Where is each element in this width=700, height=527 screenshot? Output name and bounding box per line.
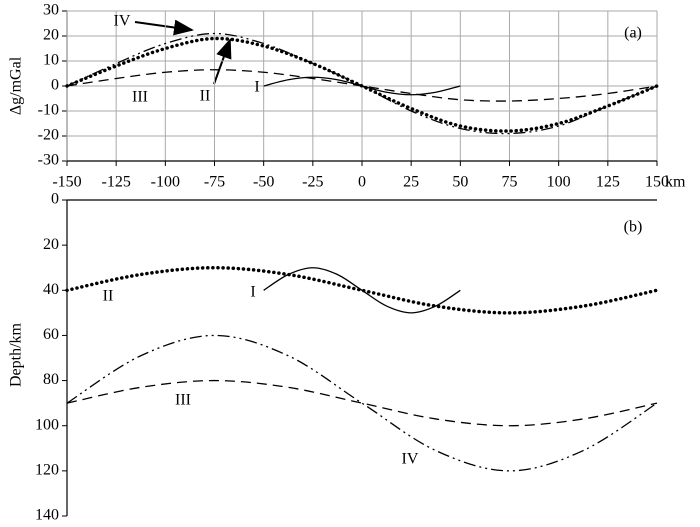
x-tick-label: 125 <box>596 174 620 191</box>
y-tick-label: 140 <box>35 507 59 524</box>
series-label: IV <box>402 451 419 468</box>
x-tick-label: -75 <box>204 174 225 191</box>
series-line <box>66 32 658 135</box>
y-tick-label: 100 <box>35 416 59 433</box>
arrow <box>134 19 194 36</box>
series-label: III <box>132 89 148 106</box>
y-tick-label: -10 <box>38 102 59 119</box>
series-line <box>65 265 659 315</box>
y-tick-label: 40 <box>43 281 59 298</box>
arrow <box>213 38 232 85</box>
y-tick-label: 120 <box>35 462 59 479</box>
x-tick-label: 25 <box>403 174 419 191</box>
x-tick-label: 75 <box>502 174 518 191</box>
series-line <box>66 334 658 472</box>
y-tick-label: 20 <box>43 236 59 253</box>
series-label: III <box>175 392 191 409</box>
y-tick-label: 60 <box>43 326 59 343</box>
y-tick-label: 30 <box>43 2 59 19</box>
y-tick-label: -20 <box>38 127 59 144</box>
y-tick-label: -30 <box>38 152 59 169</box>
series-line <box>66 379 658 427</box>
annotation: (b) <box>624 219 643 236</box>
series-label: II <box>200 88 211 105</box>
y-tick-label: 10 <box>43 52 59 69</box>
series-label: I <box>254 79 259 96</box>
x-tick-label: 100 <box>547 174 571 191</box>
series-label: IV <box>114 13 131 30</box>
x-tick-label: 50 <box>452 174 468 191</box>
x-tick-label: -125 <box>102 174 131 191</box>
x-tick-label: 150 <box>645 174 669 191</box>
x-tick-label: 0 <box>358 174 366 191</box>
x-axis-label: km <box>665 174 686 191</box>
x-tick-label: -100 <box>151 174 180 191</box>
series-line <box>263 267 461 314</box>
y-tick-label: 80 <box>43 371 59 388</box>
y-tick-label: 0 <box>51 77 59 94</box>
x-tick-label: -50 <box>253 174 274 191</box>
x-tick-label: -25 <box>302 174 323 191</box>
y-axis-label: Δg/mGal <box>8 56 25 115</box>
y-tick-label: 20 <box>43 27 59 44</box>
y-axis-label: Depth/km <box>8 322 25 387</box>
series-label: II <box>103 288 114 305</box>
annotation: (a) <box>624 25 642 42</box>
x-tick-label: -150 <box>52 174 81 191</box>
y-tick-label: 0 <box>51 191 59 208</box>
series-label: I <box>250 284 255 301</box>
